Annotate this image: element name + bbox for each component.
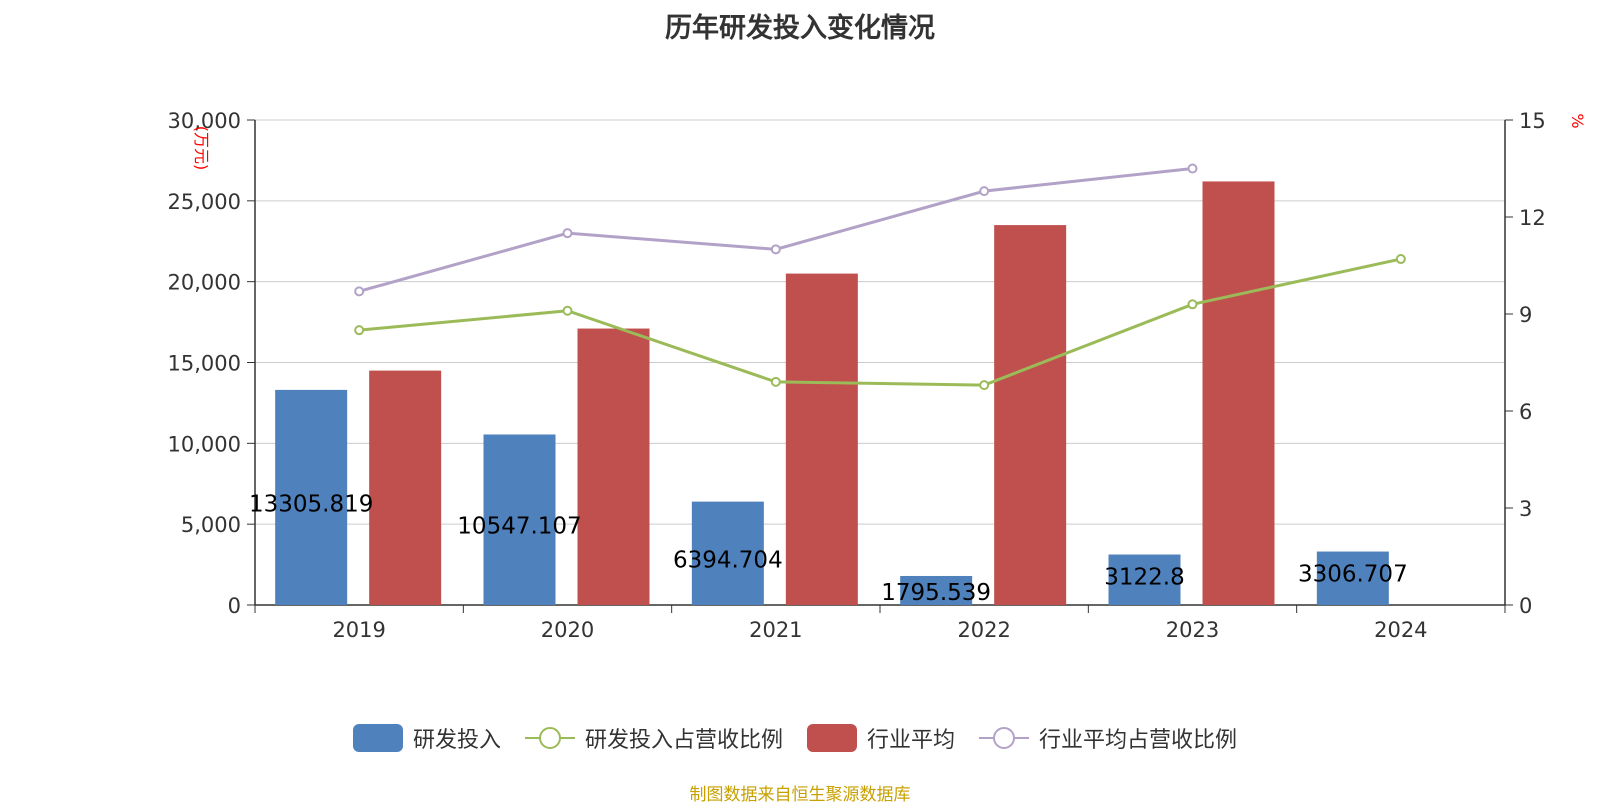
industry-ratio-point — [770, 244, 781, 255]
industry-ratio-point — [979, 186, 990, 197]
bar-industry-average — [577, 328, 650, 605]
left-axis-tick-label: 20,000 — [168, 271, 241, 295]
chart-title: 历年研发投入变化情况 — [665, 13, 935, 44]
bar-data-label: 10547.107 — [457, 514, 581, 540]
legend-label-rd: 研发投入 — [412, 728, 501, 753]
legend-swatch-industry-ratio — [979, 727, 1030, 749]
left-axis-tick-label: 25,000 — [168, 190, 241, 214]
bar-rd-investment — [691, 501, 764, 605]
rd-ratio-point — [979, 380, 990, 391]
bar-data-label: 3306.707 — [1298, 562, 1408, 588]
right-axis-tick-label: 12 — [1519, 206, 1546, 230]
industry-ratio-point — [1187, 163, 1198, 174]
right-axis-unit-label: % — [1568, 113, 1587, 128]
left-axis-tick-label: 0 — [228, 594, 241, 618]
right-axis-tick-label: 15 — [1519, 109, 1546, 133]
rd-ratio-point — [562, 305, 573, 316]
legend-label-rd-ratio: 研发投入占营收比例 — [584, 728, 783, 753]
rd-ratio-point — [1395, 254, 1406, 265]
x-axis-category-label: 2024 — [1374, 618, 1427, 642]
bar-rd-investment — [900, 575, 973, 605]
bar-rd-investment — [275, 389, 348, 605]
legend-label-industry: 行业平均 — [867, 728, 956, 753]
left-axis-tick-label: 10,000 — [168, 432, 241, 456]
x-axis-category-label: 2022 — [957, 618, 1010, 642]
bar-rd-investment — [483, 434, 556, 605]
industry-ratio-line — [358, 167, 1193, 293]
right-axis-tick-label: 6 — [1519, 400, 1532, 424]
left-axis-unit-label: (万元) — [192, 126, 211, 171]
bar-data-label: 6394.704 — [673, 547, 783, 573]
rd-ratio-line — [359, 257, 1402, 387]
bar-industry-average — [1202, 181, 1275, 605]
bar-rd-investment — [1316, 551, 1389, 605]
legend-item-industry-ratio[interactable]: 行业平均占营收比例 — [979, 722, 1237, 754]
bar-data-label: 13305.819 — [249, 491, 373, 517]
right-axis-tick-label: 9 — [1519, 303, 1532, 327]
left-axis-tick-label: 5,000 — [181, 513, 241, 537]
x-axis-category-label: 2021 — [749, 618, 802, 642]
left-axis-tick-label: 30,000 — [168, 109, 241, 133]
rd-ratio-point — [770, 376, 781, 387]
bar-industry-average — [994, 225, 1067, 606]
bar-data-label: 1795.539 — [881, 580, 991, 606]
right-axis-tick-label: 3 — [1519, 497, 1532, 521]
x-axis-category-label: 2020 — [541, 618, 594, 642]
legend-swatch-industry — [807, 724, 857, 752]
legend-item-rd-ratio[interactable]: 研发投入占营收比例 — [524, 722, 783, 754]
legend-item-industry[interactable]: 行业平均 — [807, 722, 955, 754]
rd-ratio-point — [1187, 299, 1198, 310]
legend-item-rd[interactable]: 研发投入 — [352, 722, 501, 754]
legend-label-industry-ratio: 行业平均占营收比例 — [1039, 728, 1238, 753]
legend-swatch-rd — [352, 724, 403, 752]
x-axis-category-label: 2019 — [332, 618, 385, 642]
industry-ratio-point — [562, 228, 573, 239]
legend: 研发投入 研发投入占营收比例 行业平均 行业平均占营收比例 — [0, 722, 1600, 754]
bar-industry-average — [369, 370, 442, 605]
left-axis-tick-label: 15,000 — [168, 352, 241, 376]
industry-ratio-point — [354, 286, 365, 297]
bar-data-label: 3122.8 — [1104, 565, 1184, 591]
source-note: 制图数据来自恒生聚源数据库 — [689, 785, 911, 805]
x-axis-category-label: 2023 — [1166, 618, 1219, 642]
bar-rd-investment — [1108, 554, 1181, 605]
bar-industry-average — [785, 273, 858, 605]
rd-ratio-point — [354, 325, 365, 336]
right-axis-tick-label: 0 — [1519, 594, 1532, 618]
legend-swatch-rd-ratio — [524, 727, 575, 749]
